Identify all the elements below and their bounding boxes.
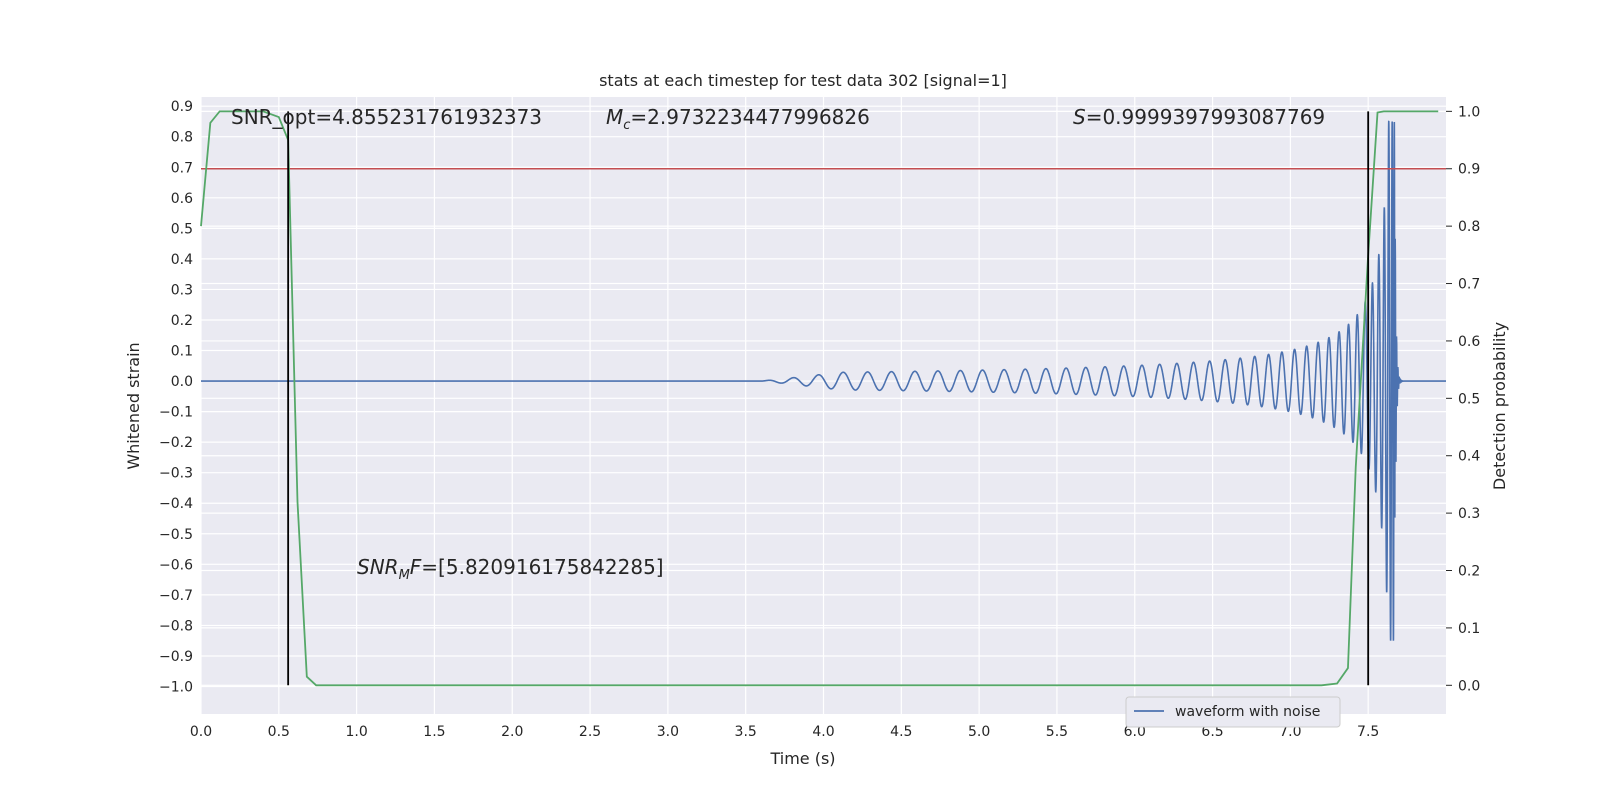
y-left-tick-label: 0.1 bbox=[171, 344, 193, 360]
x-tick-label: 7.5 bbox=[1357, 724, 1379, 740]
snr-mf-suffix: F bbox=[410, 555, 422, 579]
probability-series bbox=[200, 110, 1439, 687]
x-tick-label: 3.0 bbox=[657, 724, 679, 740]
y-left-tick-label: 0.8 bbox=[171, 130, 193, 146]
snr-mf-symbol: SNR bbox=[357, 555, 399, 579]
annotation-snr-opt: SNR_opt=4.855231761932373 bbox=[231, 105, 542, 129]
x-ticks: 0.0 0.5 1.0 1.5 2.0 2.5 3.0 3.5 4.0 4.5 5.0 5.5 6.0 6… bbox=[190, 724, 1379, 740]
y-left-tick-label: −1.0 bbox=[159, 680, 193, 696]
s-symbol: S bbox=[1073, 105, 1086, 129]
y-right-tick-label: 0.5 bbox=[1458, 391, 1480, 407]
y-right-tick-label: 0.2 bbox=[1458, 564, 1480, 580]
y-left-tick-label: 0.3 bbox=[171, 282, 193, 298]
y-right-tick-label: 0.6 bbox=[1458, 334, 1480, 350]
y-right-ticks: 1.0 0.9 0.8 0.7 0.6 0.5 0.4 0.3 0.2 0.1 0.0 bbox=[1446, 104, 1480, 694]
y-left-tick-label: 0.5 bbox=[171, 221, 193, 237]
x-tick-label: 2.0 bbox=[501, 724, 523, 740]
x-tick-label: 6.0 bbox=[1124, 724, 1146, 740]
y-left-tick-label: −0.7 bbox=[159, 588, 193, 604]
y-right-tick-label: 0.4 bbox=[1458, 449, 1480, 465]
y-left-tick-label: 0.2 bbox=[171, 313, 193, 329]
y-left-tick-label: 0.6 bbox=[171, 191, 193, 207]
annotation-snr-mf: SNRMF=[5.820916175842285] bbox=[357, 555, 664, 583]
x-axis-label: Time (s) bbox=[769, 749, 835, 768]
legend-entry: waveform with noise bbox=[1175, 704, 1320, 720]
x-tick-label: 5.5 bbox=[1046, 724, 1068, 740]
vertical-lines bbox=[287, 111, 1370, 686]
x-tick-label: 1.0 bbox=[345, 724, 367, 740]
legend: waveform with noise bbox=[1125, 696, 1341, 728]
y-axis-right-label: Detection probability bbox=[1490, 322, 1509, 490]
y-left-tick-label: 0.9 bbox=[171, 99, 193, 115]
annotation-s: S=0.9999397993087769 bbox=[1073, 105, 1325, 129]
annotation-chirp-mass: Mc=2.9732234477996826 bbox=[606, 105, 870, 133]
mc-value: =2.9732234477996826 bbox=[630, 105, 869, 129]
y-left-tick-label: 0.4 bbox=[171, 252, 193, 268]
y-left-tick-label: −0.1 bbox=[159, 405, 193, 421]
y-left-tick-label: −0.3 bbox=[159, 466, 193, 482]
snr-mf-subscript: M bbox=[399, 568, 410, 583]
x-tick-label: 0.5 bbox=[268, 724, 290, 740]
chart-title: stats at each timestep for test data 302… bbox=[599, 71, 1007, 90]
y-right-tick-label: 0.7 bbox=[1458, 277, 1480, 293]
y-right-tick-label: 0.3 bbox=[1458, 506, 1480, 522]
series-layer bbox=[200, 110, 1446, 687]
y-left-tick-label: 0.7 bbox=[171, 160, 193, 176]
x-tick-label: 1.5 bbox=[423, 724, 445, 740]
s-value: =0.9999397993087769 bbox=[1086, 105, 1325, 129]
x-tick-label: 3.5 bbox=[735, 724, 757, 740]
y-left-tick-label: −0.9 bbox=[159, 649, 193, 665]
y-left-tick-label: −0.6 bbox=[159, 557, 193, 573]
snr-mf-value: =[5.820916175842285] bbox=[421, 555, 663, 579]
y-left-tick-label: −0.8 bbox=[159, 618, 193, 634]
x-tick-label: 6.5 bbox=[1201, 724, 1223, 740]
y-right-tick-label: 0.8 bbox=[1458, 219, 1480, 235]
y-left-tick-label: 0.0 bbox=[171, 374, 193, 390]
x-tick-label: 5.0 bbox=[968, 724, 990, 740]
mc-symbol: M bbox=[606, 105, 623, 129]
y-left-tick-label: −0.2 bbox=[159, 435, 193, 451]
mc-subscript: c bbox=[623, 118, 630, 133]
x-tick-label: 0.0 bbox=[190, 724, 212, 740]
waveform-series bbox=[201, 120, 1446, 641]
y-axis-left-label: Whitened strain bbox=[124, 342, 143, 469]
grid bbox=[200, 97, 1446, 714]
x-tick-label: 2.5 bbox=[579, 724, 601, 740]
x-tick-label: 4.0 bbox=[812, 724, 834, 740]
y-right-tick-label: 1.0 bbox=[1458, 104, 1480, 120]
y-left-tick-label: −0.5 bbox=[159, 527, 193, 543]
x-tick-label: 7.0 bbox=[1279, 724, 1301, 740]
x-tick-label: 4.5 bbox=[890, 724, 912, 740]
y-left-ticks: 0.9 0.8 0.7 0.6 0.5 0.4 0.3 0.2 0.1 0.0 −0.1 −0.2 −0… bbox=[159, 99, 193, 695]
y-right-tick-label: 0.9 bbox=[1458, 162, 1480, 178]
y-right-tick-label: 0.1 bbox=[1458, 621, 1480, 637]
legend-box bbox=[1125, 696, 1341, 728]
y-left-tick-label: −0.4 bbox=[159, 496, 193, 512]
y-right-tick-label: 0.0 bbox=[1458, 678, 1480, 694]
